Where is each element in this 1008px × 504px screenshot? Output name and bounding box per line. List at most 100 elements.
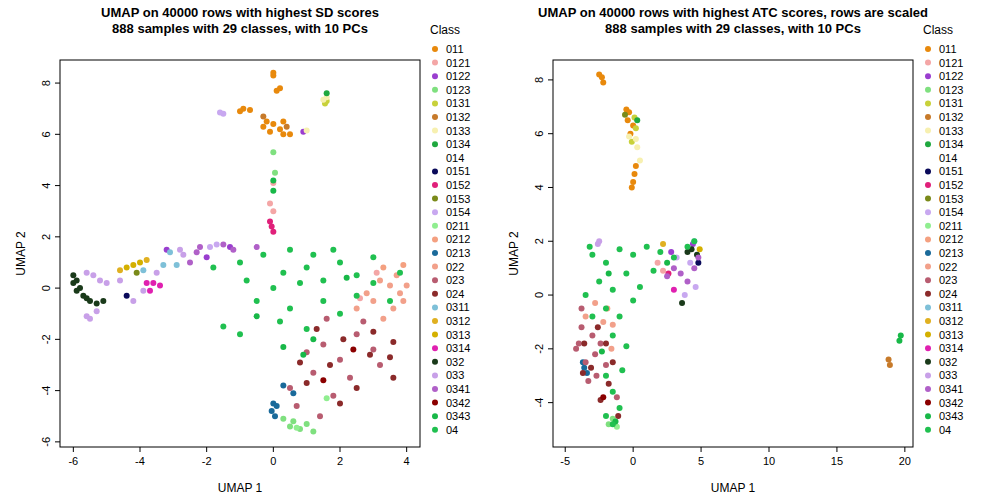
point — [603, 340, 609, 346]
point — [581, 340, 587, 346]
x-tick-label: -4 — [135, 455, 145, 467]
legend-label: 024 — [939, 288, 957, 300]
point — [678, 271, 684, 277]
point — [270, 177, 276, 183]
legend-label: 0313 — [446, 329, 470, 341]
point — [247, 107, 253, 113]
point — [280, 119, 286, 125]
point — [603, 413, 609, 419]
point — [270, 285, 276, 291]
legend-label: 032 — [446, 356, 464, 368]
y-tick-label: -6 — [40, 437, 52, 447]
point — [70, 280, 76, 286]
x-tick-label: -6 — [68, 455, 78, 467]
point — [347, 375, 353, 381]
point — [354, 272, 360, 278]
point — [104, 280, 110, 286]
point — [147, 288, 153, 294]
legend-label: 0341 — [939, 383, 963, 395]
point — [274, 403, 280, 409]
legend-label: 0211 — [446, 220, 470, 232]
point — [633, 163, 639, 169]
point — [684, 279, 690, 285]
legend-label: 033 — [939, 369, 957, 381]
legend-marker — [432, 304, 438, 310]
point — [592, 300, 598, 306]
point — [387, 354, 393, 360]
legend-label: 0134 — [446, 138, 470, 150]
point — [280, 344, 286, 350]
point — [310, 429, 316, 435]
point — [220, 242, 226, 248]
point — [671, 287, 677, 293]
point — [610, 389, 616, 395]
point — [194, 249, 200, 255]
point — [272, 413, 278, 419]
point — [337, 311, 343, 317]
point — [660, 268, 666, 274]
point — [617, 405, 623, 411]
point — [304, 265, 310, 271]
legend-label: 0154 — [446, 206, 470, 218]
legend-marker — [925, 318, 931, 324]
legend-marker — [432, 386, 438, 392]
legend-label: 0152 — [446, 179, 470, 191]
point — [237, 259, 243, 265]
point — [267, 201, 273, 207]
point — [397, 290, 403, 296]
point — [633, 125, 639, 131]
y-tick-label: -2 — [40, 334, 52, 344]
legend-marker — [925, 128, 931, 134]
legend-label: 014 — [939, 152, 957, 164]
legend-marker — [925, 60, 931, 66]
y-tick — [548, 241, 553, 242]
y-tick — [548, 295, 553, 296]
point — [270, 121, 276, 127]
point — [610, 421, 616, 427]
x-tick — [633, 447, 634, 452]
title: UMAP on 40000 rows with highest SD score… — [101, 5, 379, 20]
legend-title: Class — [430, 23, 460, 37]
point — [320, 277, 326, 283]
point — [100, 298, 106, 304]
x-tick — [565, 447, 566, 452]
legend-marker — [432, 427, 438, 433]
legend-label: 0134 — [939, 138, 963, 150]
point — [137, 259, 143, 265]
legend-label: 011 — [446, 43, 464, 55]
y-tick-label: 2 — [40, 234, 52, 240]
point — [603, 362, 609, 368]
point — [187, 259, 193, 265]
point — [267, 218, 273, 224]
subtitle: 888 samples with 29 classes, with 10 PCs — [112, 21, 368, 36]
legend-marker — [925, 141, 931, 147]
point — [671, 265, 677, 271]
legend-label: 024 — [446, 288, 464, 300]
point — [599, 349, 605, 355]
y-tick — [55, 339, 60, 340]
point — [610, 287, 616, 293]
point — [144, 280, 150, 286]
point — [380, 316, 386, 322]
point — [270, 229, 276, 235]
legend-label: 0122 — [939, 70, 963, 82]
point — [364, 290, 370, 296]
point — [695, 260, 701, 266]
legend-label: 032 — [939, 356, 957, 368]
point — [608, 346, 614, 352]
point — [390, 339, 396, 345]
point — [317, 413, 323, 419]
point — [297, 359, 303, 365]
point — [695, 254, 701, 260]
point — [589, 332, 595, 338]
point — [287, 423, 293, 429]
point — [664, 273, 670, 279]
point — [277, 126, 283, 132]
x-tick — [836, 447, 837, 452]
legend-label: 0312 — [446, 315, 470, 327]
point — [94, 300, 100, 306]
point — [691, 238, 697, 244]
x-tick — [406, 447, 407, 452]
legend-label: 0341 — [446, 383, 470, 395]
point — [160, 262, 166, 268]
